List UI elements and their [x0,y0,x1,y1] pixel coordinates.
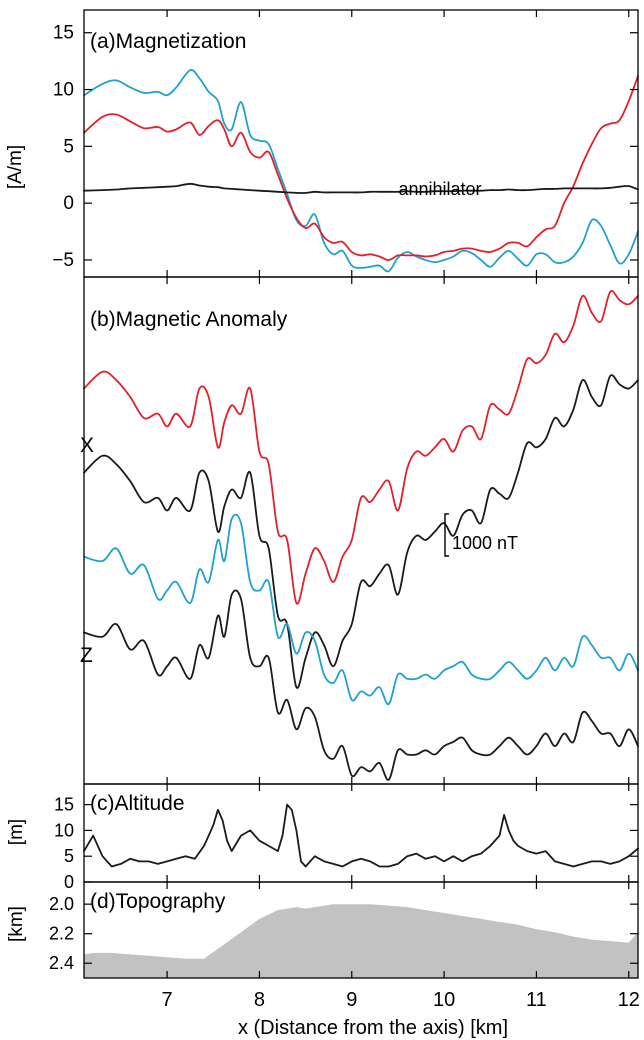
altitude-ytick-label: 10 [54,820,74,840]
altitude-ytick-label: 15 [54,795,74,815]
panel-d-title: (d)Topography [90,890,226,913]
row-label-z: Z [80,644,93,667]
magnetization-ytick-label: −5 [52,250,74,271]
anomaly-frame [83,276,639,785]
topography-frame [83,881,639,979]
scale-bar [444,513,449,557]
row-label-x: X [80,434,94,457]
panel-d-ylabel: [km] [6,906,27,942]
x-tick-label: 7 [162,989,173,1011]
x-tick-label: 11 [526,989,547,1011]
panel-c-title: (c)Altitude [90,792,185,815]
anomaly-series-0-red-line [83,290,639,605]
x-axis-label: x (Distance from the axis) [km] [238,1017,508,1039]
x-tick-label: 10 [433,989,455,1011]
magnetization-ytick-label: 0 [63,193,74,214]
x-tick-label: 8 [254,989,265,1011]
altitude-series-0-black-line [83,803,639,868]
anomaly-series-1-black-line [83,374,639,689]
panel-a-title: (a)Magnetization [90,30,246,53]
anomaly-series-2-cyan-line [83,513,639,706]
panel-altitude: (c)Altitude [m] 0 5 10 15 [6,783,639,892]
panel-c-ylabel: [m] [6,819,27,845]
magnetization-series-2-black-line [83,182,639,194]
altitude-ytick-label: 0 [64,872,74,892]
topography-ytick-label: 2.4 [49,953,74,973]
magnetization-ytick-label: 10 [53,80,74,101]
topography-area [84,904,638,978]
x-tick-label: 12 [618,989,640,1011]
annihilator-label: annihilator [398,179,481,199]
panel-b-title: (b)Magnetic Anomaly [90,308,288,331]
panel-topography: [km] 2.0 2.2 2.4 (d)Topography [6,881,639,979]
magnetization-ytick-label: 15 [53,23,74,44]
magnetization-series-1-red-line [83,75,639,261]
x-tick-label: 9 [346,989,357,1011]
panel-magnetization: (a)Magnetization [A/m] annihilator −5 0 5 1… [5,9,639,278]
topography-ytick-label: 2.2 [49,924,74,944]
magnetization-series-0-cyan-line [83,69,639,273]
topography-ytick-label: 2.0 [49,894,74,914]
altitude-ytick-label: 5 [64,846,74,866]
panel-a-ylabel: [A/m] [5,145,26,189]
panel-magnetic-anomaly: (b)Magnetic Anomaly X Z 1000 nT [80,276,639,785]
scale-bar-label: 1000 nT [452,533,518,553]
magnetization-ytick-label: 5 [63,136,74,157]
anomaly-series-3-black-line [83,589,639,781]
